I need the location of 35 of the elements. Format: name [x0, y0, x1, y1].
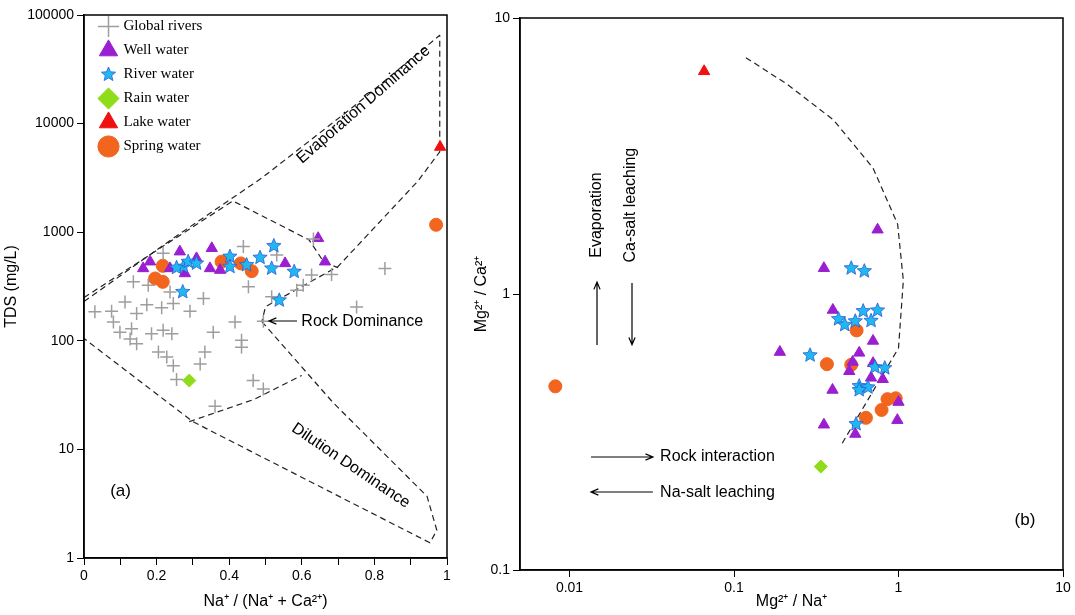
annotation: Evaporation: [586, 172, 604, 258]
x-tick-label: 0.01: [555, 579, 584, 596]
y-tick-label: 10: [494, 8, 511, 25]
y-tick-label: 100000: [27, 5, 75, 22]
legend-label: Rain water: [123, 89, 189, 106]
legend-label: Spring water: [123, 137, 201, 154]
annotation: Rock Dominance: [301, 311, 424, 329]
x-tick-label: 1: [894, 579, 903, 596]
legend-label: Lake water: [123, 113, 191, 130]
annotation: (a): [110, 481, 131, 501]
y-axis-title: TDS (mg/L): [2, 245, 20, 328]
annotation: Na-salt leaching: [660, 482, 775, 500]
annotation: Rock interaction: [660, 447, 775, 465]
x-tick-label: 10: [1055, 579, 1071, 596]
x-axis-title: Mg²⁺ / Na⁺: [755, 591, 828, 609]
annotation: Ca-salt leaching: [621, 147, 639, 263]
x-tick-label: 0.4: [219, 567, 240, 584]
legend-label: Global rivers: [123, 17, 203, 34]
y-tick-label: 100: [50, 331, 75, 348]
x-tick-label: 0: [80, 567, 89, 584]
x-tick-label: 0.6: [292, 567, 312, 584]
legend-label: River water: [123, 65, 194, 82]
x-tick-label: 0.1: [724, 579, 744, 596]
y-tick-label: 10: [58, 440, 75, 457]
annotation: (b): [1014, 510, 1036, 530]
x-axis-title: Na⁺ / (Na⁺ + Ca²⁺): [203, 591, 328, 609]
x-tick-label: 0.2: [146, 567, 167, 584]
x-tick-label: 1: [443, 567, 452, 584]
y-axis-title: Mg²⁺ / Ca²⁺: [472, 255, 490, 333]
y-tick-label: 1: [66, 548, 75, 565]
y-tick-label: 1: [502, 284, 511, 301]
y-tick-label: 1000: [42, 223, 75, 240]
x-tick-label: 0.8: [364, 567, 385, 584]
y-tick-label: 10000: [35, 114, 75, 131]
legend-label: Well water: [123, 41, 189, 58]
